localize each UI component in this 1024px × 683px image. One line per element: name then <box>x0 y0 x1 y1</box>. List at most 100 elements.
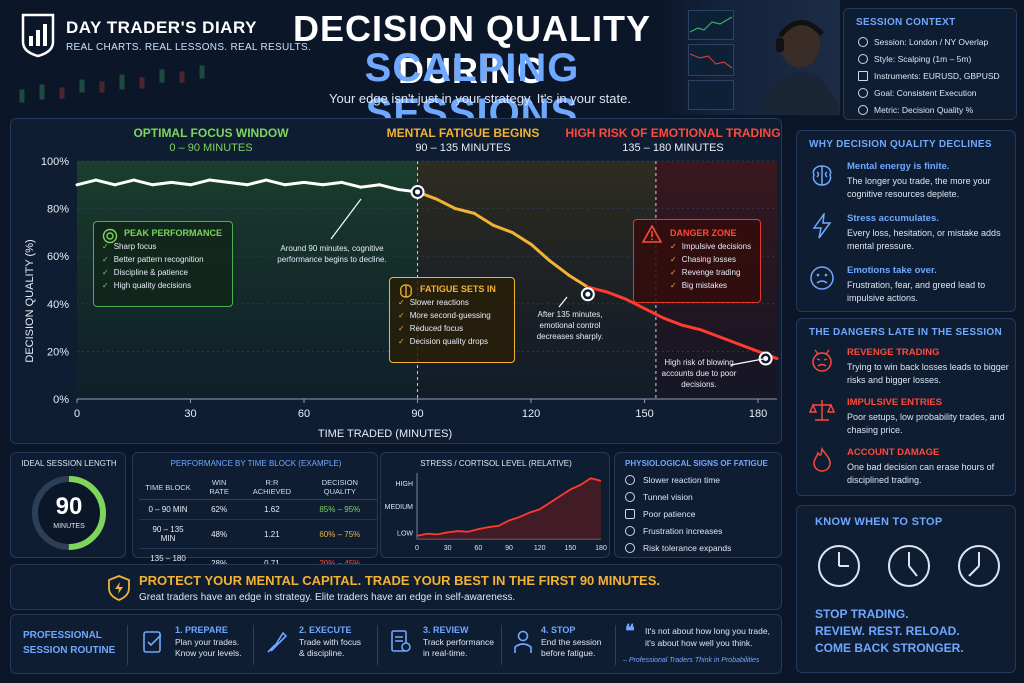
annotation-arrow <box>730 358 764 366</box>
dangers-heading: THE DANGERS LATE IN THE SESSION <box>809 327 1003 338</box>
protect-text: Great traders have an edge in strategy. … <box>139 592 516 603</box>
x-tick-label: 60 <box>298 408 310 420</box>
why-decision-quality-declines-panel: WHY DECISION QUALITY DECLINES Mental ene… <box>796 130 1016 312</box>
column-header: TIME BLOCK <box>139 475 198 500</box>
session-context-panel: SESSION CONTEXT Session: London / NY Ove… <box>843 8 1017 120</box>
list-item: ✓ Impulsive decisions <box>670 242 752 251</box>
x-tick-label: 60 <box>474 545 482 552</box>
session-context-row: Instruments: EURUSD, GBPUSD <box>858 71 1000 81</box>
series-line-segment <box>605 290 628 301</box>
stress-line-chart: HIGH MEDIUM LOW 0 30 60 90 120 150 180 <box>385 473 607 552</box>
series-line-segment <box>283 180 306 187</box>
zone-1-title: OPTIMAL FOCUS WINDOW <box>133 126 289 140</box>
fatigue-card: FATIGUE SETS IN ✓ Slower reactions ✓ More … <box>389 277 515 363</box>
series-line-segment <box>699 328 722 339</box>
x-tick-label: 0 <box>415 545 419 552</box>
series-line-segment <box>472 211 495 227</box>
list-item: Risk tolerance expands <box>625 543 731 553</box>
column-header: R:R ACHIEVED <box>241 475 303 500</box>
list-item: Tunnel vision <box>625 492 693 502</box>
brand-tagline: REAL CHARTS. REAL LESSONS. REAL RESULTS. <box>66 42 312 53</box>
y-tick-label: 0% <box>53 394 69 406</box>
data-point-marker-dot <box>763 356 769 362</box>
danger-item-title: ACCOUNT DAMAGE <box>847 447 940 458</box>
series-line-segment <box>75 178 98 187</box>
quote-source: – Professional Traders Think in Probabil… <box>623 657 760 664</box>
session-context-heading: SESSION CONTEXT <box>856 17 956 28</box>
series-line-segment <box>643 307 665 320</box>
series-line-segment <box>245 178 268 187</box>
eye-icon <box>625 492 635 502</box>
series-line-segment <box>207 178 230 184</box>
late-session-dangers-panel: THE DANGERS LATE IN THE SESSION REVENGE … <box>796 318 1016 496</box>
zone-1-range: 0 – 90 MINUTES <box>169 142 253 154</box>
y-tick-label: HIGH <box>396 481 414 488</box>
series-line-segment <box>624 297 647 311</box>
series-line-segment <box>529 242 552 263</box>
person-stop-icon <box>514 630 532 653</box>
session-context-row: Session: London / NY Overlap <box>858 37 988 47</box>
danger-item-title: IMPULSIVE ENTRIES <box>847 397 943 408</box>
why-item-title: Emotions take over. <box>847 265 937 276</box>
table-row: 0 – 90 MIN 62% 1.62 85% – 95% <box>139 499 377 520</box>
data-point-marker-dot <box>585 291 591 297</box>
series-line-segment <box>567 273 590 289</box>
x-tick-label: 90 <box>505 545 513 552</box>
series-line-segment <box>151 180 174 187</box>
fatigue-card-title: FATIGUE SETS IN <box>420 284 496 294</box>
list-item: ✓ High quality decisions <box>102 281 192 290</box>
list-item: ✓ Slower reactions <box>398 298 469 307</box>
series-line-segment <box>510 230 533 246</box>
series-line-segment <box>359 183 382 189</box>
warning-icon <box>625 543 635 553</box>
x-tick-label: 180 <box>749 408 767 420</box>
annotation-135-minutes: After 135 minutes, emotional control dec… <box>536 310 604 341</box>
peak-card-title: PEAK PERFORMANCE <box>124 228 223 238</box>
session-context-row: Goal: Consistent Execution <box>858 88 977 98</box>
list-item: ✓ Reduced focus <box>398 324 464 333</box>
series-line-segment <box>94 178 117 187</box>
y-tick-label: MEDIUM <box>385 504 414 511</box>
gauge-icon <box>858 105 868 115</box>
series-line-segment <box>548 259 571 277</box>
routine-step: 4. STOP End the session before fatigue. <box>541 625 602 658</box>
session-routine-panel: PROFESSIONAL SESSION ROUTINE 1. PREPARE P… <box>10 614 782 674</box>
session-length-gauge <box>32 476 106 550</box>
routine-step: 2. EXECUTE Trade with focus & discipline. <box>299 625 362 658</box>
x-tick-label: 30 <box>444 545 452 552</box>
performance-table-panel: PERFORMANCE BY TIME BLOCK (EXAMPLE) TIME… <box>132 452 378 578</box>
series-line-segment <box>718 335 741 346</box>
warning-icon <box>642 225 662 243</box>
x-axis-label: TIME TRADED (MINUTES) <box>318 428 452 440</box>
frown-icon <box>625 526 635 536</box>
target-icon <box>858 88 868 98</box>
annotation-180-minutes: High risk of blowing accounts due to poo… <box>661 358 737 389</box>
ideal-value: 90 <box>55 493 83 520</box>
series-line-segment <box>737 342 760 353</box>
protect-title: PROTECT YOUR MENTAL CAPITAL. TRADE YOUR … <box>139 573 660 588</box>
why-heading: WHY DECISION QUALITY DECLINES <box>809 139 992 150</box>
why-item-title: Mental energy is finite. <box>847 161 950 172</box>
brand-title: DAY TRADER'S DIARY <box>66 18 257 37</box>
decision-quality-chart-panel: OPTIMAL FOCUS WINDOW 0 – 90 MINUTES MENT… <box>10 118 782 444</box>
clocks-illustration <box>818 545 1000 587</box>
table-row: 90 – 135 MIN 48% 1.21 60% – 75% <box>139 519 377 549</box>
danger-zone-card: DANGER ZONE ✓ Impulsive decisions ✓ Chasin… <box>633 219 761 303</box>
shield-icon <box>108 575 130 601</box>
danger-item-title: REVENGE TRADING <box>847 347 940 358</box>
stop-line: COME BACK STRONGER. <box>815 641 964 655</box>
ideal-heading: IDEAL SESSION LENGTH <box>21 459 117 468</box>
zone-3-range: 135 – 180 MINUTES <box>622 142 724 154</box>
physiological-heading: PHYSIOLOGICAL SIGNS OF FATIGUE <box>625 459 768 468</box>
stress-level-panel: STRESS / CORTISOL LEVEL (RELATIVE) HIGH M… <box>380 452 610 558</box>
y-tick-label: 20% <box>47 346 69 358</box>
routine-step: 1. PREPARE Plan your trades. Know your lev… <box>175 625 242 658</box>
lightning-icon <box>812 213 832 239</box>
column-header: WIN RATE <box>197 475 242 500</box>
ideal-unit: MINUTES <box>53 523 85 530</box>
list-item: ✓ Sharp focus <box>102 242 157 251</box>
checklist-icon <box>143 631 162 653</box>
session-context-row: Metric: Decision Quality % <box>858 105 973 115</box>
x-tick-label: 180 <box>595 545 607 552</box>
stress-heading: STRESS / CORTISOL LEVEL (RELATIVE) <box>420 459 572 468</box>
